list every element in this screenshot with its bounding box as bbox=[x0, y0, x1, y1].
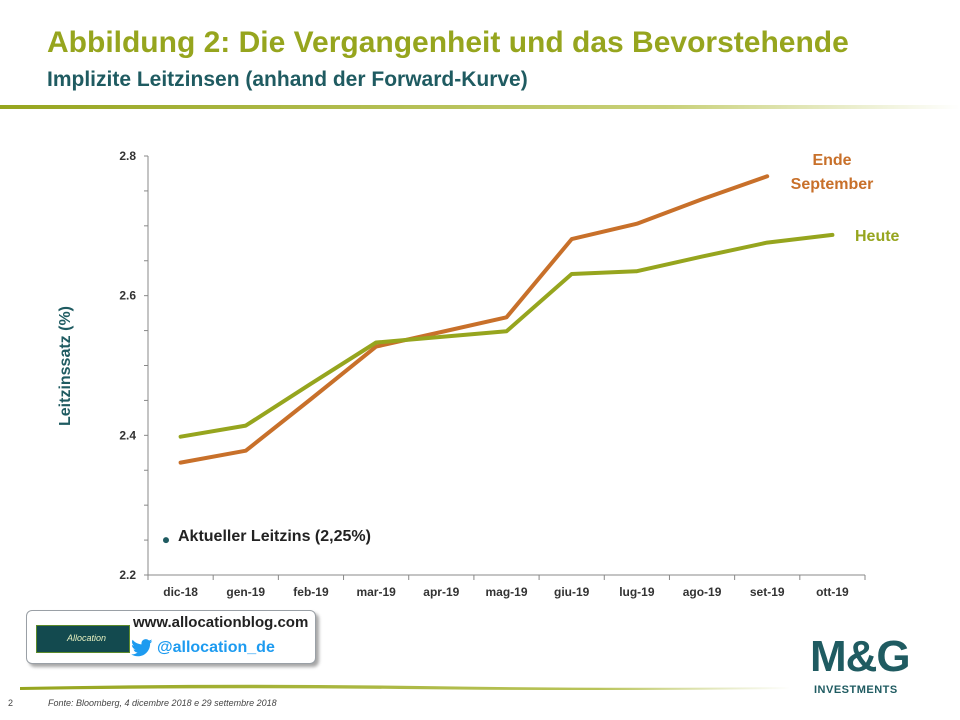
rate-chart: Leitzinssatz (%) 2.2 2.4 2.6 2.8 dic-18 gen-1… bbox=[57, 149, 900, 599]
y-tick-label: 2.6 bbox=[119, 289, 136, 303]
series-line-0 bbox=[178, 174, 770, 465]
mg-brand-subtext: INVESTMENTS bbox=[814, 684, 898, 696]
x-tick-label: ago-19 bbox=[683, 585, 722, 599]
page-number: 2 bbox=[8, 698, 14, 708]
x-tick-label: ott-19 bbox=[816, 585, 849, 599]
series-label-ende-september: Ende September bbox=[791, 152, 874, 193]
allocation-logo: Allocation bbox=[36, 625, 130, 653]
mg-investments-logo: M&G INVESTMENTS bbox=[810, 632, 930, 702]
y-axis-label: Leitzinssatz (%) bbox=[57, 306, 74, 426]
x-tick-label: dic-18 bbox=[163, 585, 198, 599]
x-tick-label: feb-19 bbox=[293, 585, 329, 599]
twitter-handle: @allocation_de bbox=[157, 639, 275, 656]
y-tick-label: 2.8 bbox=[119, 149, 136, 163]
blog-url-link[interactable]: www.allocationblog.com bbox=[133, 614, 309, 631]
page-title: Abbildung 2: Die Vergangenheit und das B… bbox=[47, 26, 849, 59]
current-rate-annotation: Aktueller Leitzins (2,25%) bbox=[178, 528, 371, 545]
current-rate-marker bbox=[163, 537, 169, 544]
x-tick-label: apr-19 bbox=[423, 585, 459, 599]
social-box: Allocation www.allocationblog.com @alloc… bbox=[26, 610, 316, 664]
x-tick-label: set-19 bbox=[750, 585, 785, 599]
x-tick-label: gen-19 bbox=[226, 585, 265, 599]
twitter-bird-icon bbox=[131, 639, 153, 657]
series-label-heute: Heute bbox=[855, 228, 900, 245]
x-tick-label: mar-19 bbox=[356, 585, 396, 599]
mg-brand-text: M&G bbox=[810, 632, 911, 681]
x-tick-label: lug-19 bbox=[619, 585, 655, 599]
x-tick-label: giu-19 bbox=[554, 585, 590, 599]
twitter-row[interactable]: @allocation_de bbox=[131, 637, 275, 659]
page-subtitle: Implizite Leitzinsen (anhand der Forward… bbox=[47, 68, 528, 91]
series-line-1 bbox=[178, 232, 835, 439]
x-tick-label: mag-19 bbox=[485, 585, 527, 599]
title-underline bbox=[0, 105, 960, 109]
y-tick-label: 2.2 bbox=[119, 568, 136, 582]
allocation-logo-text: Allocation bbox=[67, 633, 107, 643]
footer-brush-stroke bbox=[20, 684, 790, 690]
source-note: Fonte: Bloomberg, 4 dicembre 2018 e 29 s… bbox=[48, 698, 277, 708]
y-tick-label: 2.4 bbox=[119, 428, 136, 442]
